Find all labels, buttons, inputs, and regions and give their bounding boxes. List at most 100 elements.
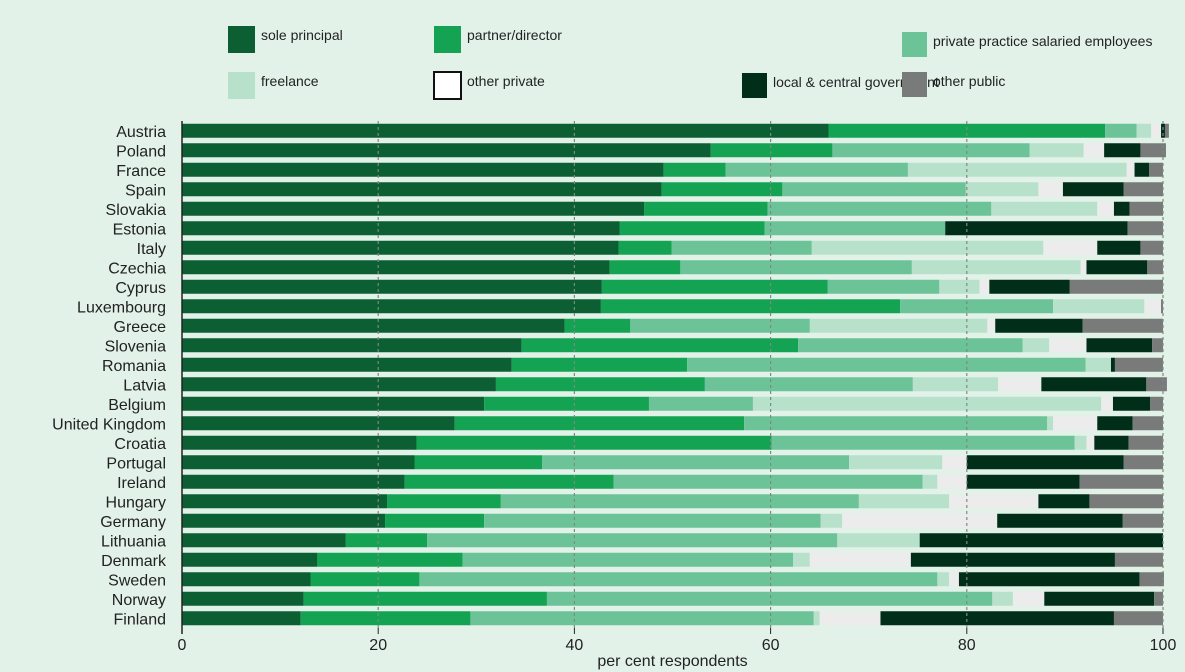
bar-luxembourg-sole-principal <box>182 299 601 314</box>
bar-finland-local-central-government <box>880 611 1114 626</box>
bar-czechia-private-practice-salaried-employees <box>680 260 912 275</box>
bar-greece-freelance <box>809 318 988 333</box>
x-axis-ticks: 0 20 40 60 80 100 <box>178 628 1177 654</box>
bar-greece-local-central-government <box>995 318 1083 333</box>
legend-label-other-public: other public <box>933 73 1005 89</box>
bar-denmark-local-central-government <box>910 552 1115 567</box>
legend-label-other-private: other private <box>467 73 545 89</box>
category-labels: Austria Poland France Spain Slovakia Estonia I… <box>52 124 167 629</box>
bar-denmark-other-private <box>809 552 911 567</box>
bar-norway-local-central-government <box>1044 591 1155 606</box>
bar-cyprus-freelance <box>939 279 980 294</box>
category-label-ireland: Ireland <box>117 475 166 492</box>
bar-greece-other-private <box>987 318 996 333</box>
bar-united-kingdom-freelance <box>1047 416 1054 431</box>
gridlines <box>181 121 1164 634</box>
bar-portugal-local-central-government <box>966 455 1124 470</box>
bar-latvia-other-private <box>998 377 1042 392</box>
category-label-estonia: Estonia <box>113 221 166 238</box>
bar-hungary-private-practice-salaried-employees <box>500 494 859 509</box>
bar-united-kingdom-other-public <box>1132 416 1163 431</box>
bar-austria-freelance <box>1136 123 1152 138</box>
bar-italy-partner-director <box>618 240 672 255</box>
bar-finland-other-private <box>819 611 881 626</box>
bar-cyprus-other-public <box>1069 279 1163 294</box>
bar-luxembourg-partner-director <box>600 299 901 314</box>
category-label-sweden: Sweden <box>108 572 166 589</box>
category-label-czechia: Czechia <box>108 260 166 277</box>
category-label-spain: Spain <box>125 182 166 199</box>
bar-ireland-local-central-government <box>966 474 1080 489</box>
bar-estonia-sole-principal <box>182 221 620 236</box>
category-label-france: France <box>116 163 166 180</box>
bar-latvia-local-central-government <box>1041 377 1147 392</box>
bar-france-freelance <box>907 162 1127 177</box>
bar-france-local-central-government <box>1134 162 1150 177</box>
bar-luxembourg-other-public <box>1161 299 1163 314</box>
category-label-finland: Finland <box>114 611 166 628</box>
bar-spain-local-central-government <box>1062 182 1124 197</box>
legend-label-partner-director: partner/director <box>467 27 562 43</box>
category-label-portugal: Portugal <box>106 455 166 472</box>
bar-lithuania-sole-principal <box>182 533 346 548</box>
bar-portugal-other-public <box>1123 455 1163 470</box>
legend-label-freelance: freelance <box>261 73 319 89</box>
bar-cyprus-private-practice-salaried-employees <box>827 279 940 294</box>
bar-spain-private-practice-salaried-employees <box>782 182 966 197</box>
x-axis-title: per cent respondents <box>597 653 747 670</box>
bar-italy-other-public <box>1140 240 1163 255</box>
bar-belgium-other-private <box>1101 396 1113 411</box>
bar-poland-local-central-government <box>1104 143 1141 158</box>
bar-germany-private-practice-salaried-employees <box>484 513 821 528</box>
bar-finland-sole-principal <box>182 611 301 626</box>
bar-germany-sole-principal <box>182 513 386 528</box>
bar-lithuania-partner-director <box>345 533 428 548</box>
bar-finland-other-public <box>1113 611 1163 626</box>
bar-luxembourg-other-private <box>1144 299 1162 314</box>
legend-label-private-practice-salaried-employees: private practice salaried employees <box>933 33 1152 49</box>
bar-belgium-private-practice-salaried-employees <box>648 396 753 411</box>
bar-norway-freelance <box>992 591 1013 606</box>
category-label-italy: Italy <box>137 241 166 258</box>
bar-latvia-private-practice-salaried-employees <box>704 377 913 392</box>
legend-swatch-private-practice-salaried-employees <box>902 32 927 57</box>
category-label-belgium: Belgium <box>108 397 166 414</box>
bar-norway-sole-principal <box>182 591 304 606</box>
bar-poland-sole-principal <box>182 143 711 158</box>
bar-spain-sole-principal <box>182 182 662 197</box>
bar-austria-private-practice-salaried-employees <box>1105 123 1137 138</box>
bar-slovakia-freelance <box>991 201 1098 216</box>
bar-romania-other-public <box>1114 357 1163 372</box>
bar-romania-private-practice-salaried-employees <box>687 357 1086 372</box>
category-label-cyprus: Cyprus <box>115 280 166 297</box>
bar-czechia-other-public <box>1147 260 1163 275</box>
bar-spain-other-private <box>1038 182 1063 197</box>
bar-united-kingdom-partner-director <box>454 416 745 431</box>
bar-greece-partner-director <box>564 318 631 333</box>
bar-finland-private-practice-salaried-employees <box>470 611 814 626</box>
bar-denmark-other-public <box>1114 552 1163 567</box>
legend-swatch-other-public <box>902 72 927 97</box>
bar-lithuania-private-practice-salaried-employees <box>427 533 838 548</box>
x-tick-label-100: 100 <box>1150 637 1177 654</box>
bar-czechia-other-private <box>1080 260 1087 275</box>
bar-belgium-sole-principal <box>182 396 485 411</box>
bar-poland-freelance <box>1029 143 1084 158</box>
bar-hungary-freelance <box>858 494 950 509</box>
bar-sweden-other-private <box>949 572 959 587</box>
bar-slovenia-local-central-government <box>1086 338 1153 353</box>
bar-poland-other-private <box>1083 143 1105 158</box>
bar-estonia-local-central-government <box>945 221 1128 236</box>
bar-france-partner-director <box>663 162 726 177</box>
bar-greece-other-public <box>1082 318 1163 333</box>
bar-slovenia-freelance <box>1022 338 1050 353</box>
bar-croatia-private-practice-salaried-employees <box>771 435 1075 450</box>
bar-slovenia-partner-director <box>521 338 799 353</box>
bar-croatia-other-private <box>1086 435 1095 450</box>
bar-slovakia-other-public <box>1129 201 1163 216</box>
bar-lithuania-local-central-government <box>919 533 1163 548</box>
bar-romania-freelance <box>1085 357 1112 372</box>
category-label-luxembourg: Luxembourg <box>77 299 166 316</box>
bar-denmark-partner-director <box>317 552 463 567</box>
bar-france-private-practice-salaried-employees <box>725 162 908 177</box>
